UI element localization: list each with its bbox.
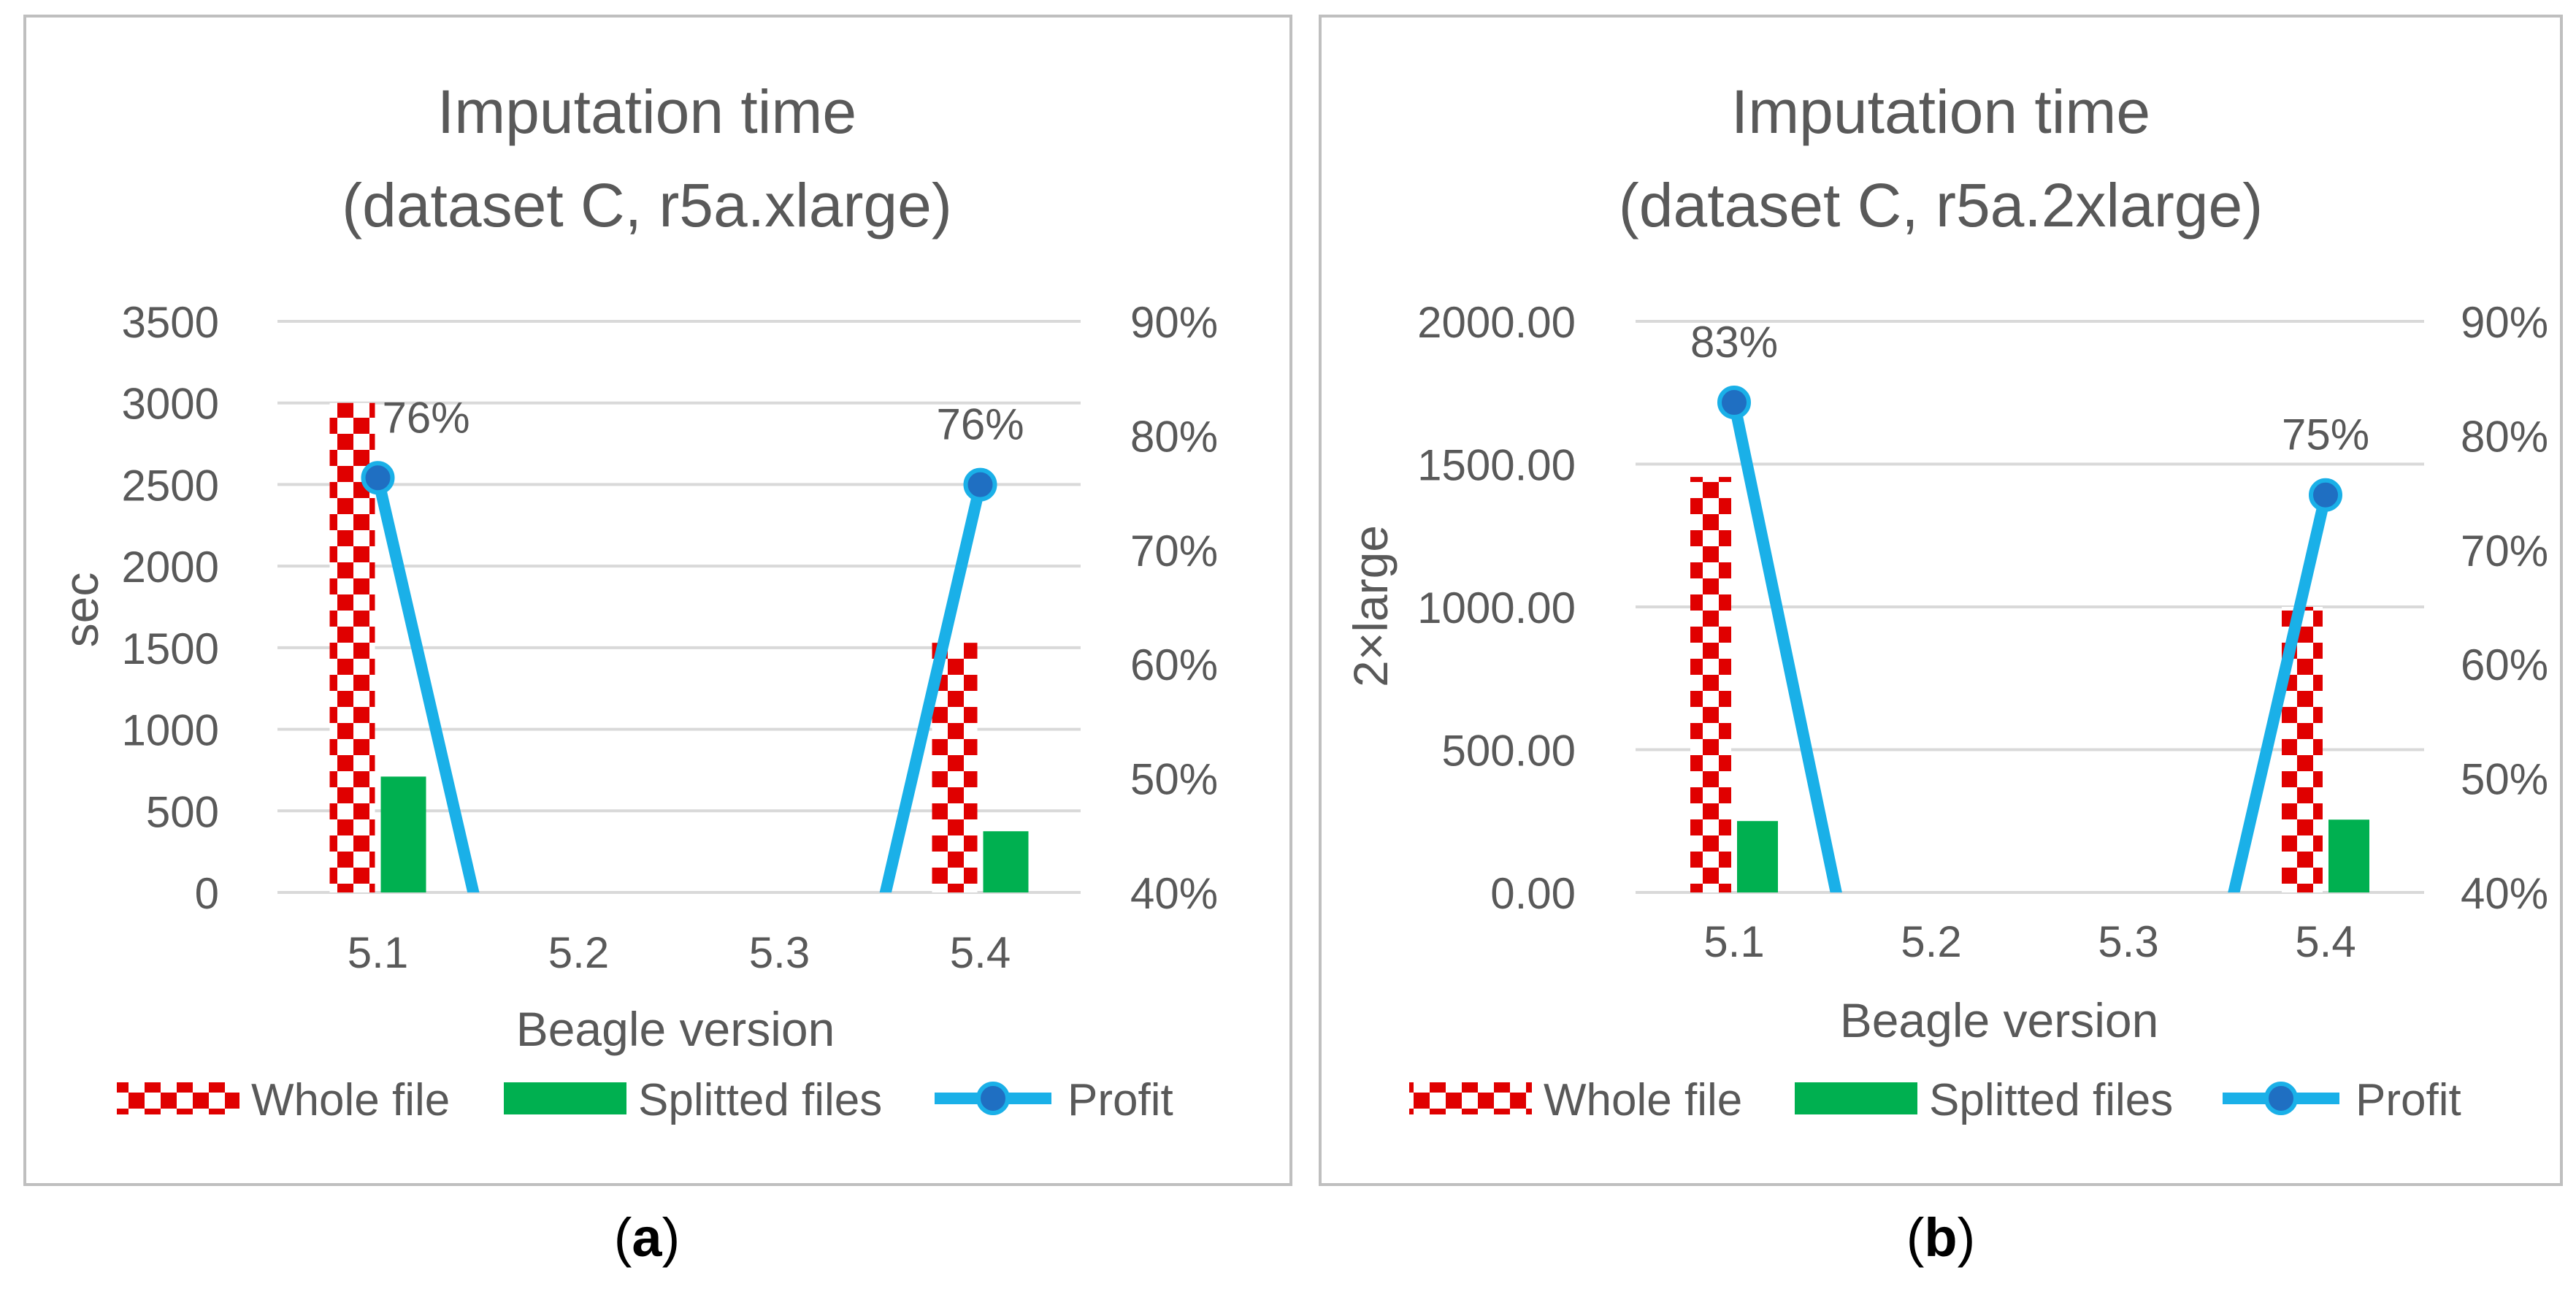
x-axis-ticks: 5.1 5.2 5.3 5.4 (1703, 917, 2355, 966)
legend-label-profit: Profit (2355, 1075, 2461, 1125)
chart-title-line1: Imputation time (1731, 77, 2150, 146)
profit-point (2309, 478, 2342, 512)
profit-data-label: 83% (1690, 318, 1778, 367)
y-tick-label: 1000.00 (1417, 584, 1576, 632)
bar-splitted-files (380, 776, 426, 892)
legend-label-whole-file: Whole file (251, 1075, 450, 1125)
y-tick-label: 0.00 (1490, 869, 1576, 918)
y2-tick-label: 60% (2461, 640, 2548, 689)
profit-point (963, 467, 997, 502)
legend-item-splitted-files: Splitted files (1795, 1075, 2173, 1125)
legend-swatch-profit-marker (2264, 1082, 2298, 1115)
x-axis-ticks: 5.1 5.2 5.3 5.4 (348, 928, 1011, 977)
y2-tick-label: 70% (1130, 527, 1218, 575)
profit-data-label: 75% (2282, 410, 2369, 459)
legend-item-profit: Profit (2223, 1075, 2461, 1125)
legend-label-splitted-files: Splitted files (638, 1075, 882, 1125)
panel-letter-b: b (1924, 1207, 1957, 1268)
x-tick-label: 5.2 (1901, 917, 1961, 966)
x-tick-label: 5.1 (348, 928, 408, 977)
legend-item-splitted-files: Splitted files (504, 1075, 882, 1125)
x-axis-label: Beagle version (1840, 993, 2159, 1047)
y2-tick-label: 40% (1130, 869, 1218, 918)
y2-tick-label: 50% (2461, 755, 2548, 804)
y-tick-label: 2000.00 (1417, 298, 1576, 347)
bars (1690, 477, 2369, 892)
y2-tick-label: 90% (1130, 298, 1218, 347)
chart-panel-b: Imputation time (dataset C, r5a.2xlarge)… (1319, 15, 2563, 1268)
x-tick-label: 5.3 (2098, 917, 2158, 966)
bar-splitted-files (1737, 821, 1778, 892)
panel-label-b: (b) (1906, 1207, 1976, 1268)
panel-label-a: (a) (614, 1207, 680, 1268)
y-tick-label: 1500.00 (1417, 441, 1576, 490)
y2-tick-label: 80% (1130, 412, 1218, 461)
y2-axis-ticks: 40% 50% 60% 70% 80% 90% (1130, 298, 1218, 918)
x-tick-label: 5.4 (2295, 917, 2355, 966)
x-tick-label: 5.4 (950, 928, 1011, 977)
y-tick-label: 0 (195, 869, 219, 918)
y-tick-label: 500 (146, 787, 219, 836)
y-tick-label: 3000 (122, 380, 219, 429)
y-tick-label: 2500 (122, 461, 219, 510)
y-tick-label: 1500 (122, 624, 219, 673)
legend: Whole file Splitted files Profit (1409, 1075, 2461, 1125)
profit-markers: 76% 76% (361, 393, 1024, 502)
x-tick-label: 5.3 (749, 928, 810, 977)
profit-point (1717, 386, 1751, 420)
y-axis-label: 2×large (1343, 525, 1398, 687)
legend: Whole file Splitted files Profit (117, 1075, 1173, 1125)
y-axis-ticks: 0 500 1000 1500 2000 2500 3000 3500 (122, 298, 219, 918)
profit-data-label: 76% (382, 393, 469, 442)
legend-swatch-whole-file (117, 1082, 239, 1114)
y-tick-label: 1000 (122, 706, 219, 755)
chart-title-line2: (dataset C, r5a.2xlarge) (1619, 171, 2263, 240)
panel-letter-a: a (632, 1207, 662, 1268)
legend-swatch-splitted-files (1795, 1082, 1917, 1114)
chart-panel-a: Imputation time (dataset C, r5a.xlarge) … (23, 15, 1292, 1268)
legend-item-whole-file: Whole file (117, 1075, 450, 1125)
y-tick-label: 2000 (122, 543, 219, 592)
y2-tick-label: 90% (2461, 298, 2548, 347)
profit-data-label: 76% (936, 400, 1024, 449)
profit-line (1728, 401, 2331, 892)
bar-splitted-files (2328, 819, 2369, 892)
bar-splitted-files (983, 831, 1029, 892)
legend-swatch-whole-file (1409, 1082, 1532, 1114)
y-tick-label: 500.00 (1441, 727, 1576, 776)
legend-swatch-profit-marker (976, 1082, 1010, 1115)
chart-frame-a (23, 15, 1292, 1186)
y2-tick-label: 70% (2461, 527, 2548, 575)
profit-series-line (1728, 401, 2331, 892)
bar-whole-file (1690, 477, 1731, 892)
profit-point (361, 461, 395, 495)
y-tick-label: 3500 (122, 298, 219, 347)
y2-axis-ticks: 40% 50% 60% 70% 80% 90% (2461, 298, 2548, 918)
y2-tick-label: 60% (1130, 640, 1218, 689)
legend-label-whole-file: Whole file (1544, 1075, 1742, 1125)
y-axis-ticks: 0.00 500.00 1000.00 1500.00 2000.00 (1417, 298, 1576, 918)
y2-tick-label: 50% (1130, 755, 1218, 804)
y2-tick-label: 40% (2461, 869, 2548, 918)
x-tick-label: 5.2 (548, 928, 609, 977)
legend-label-profit: Profit (1067, 1075, 1173, 1125)
legend-swatch-splitted-files (504, 1082, 626, 1114)
chart-title-line1: Imputation time (437, 77, 856, 146)
y2-tick-label: 80% (2461, 412, 2548, 461)
legend-label-splitted-files: Splitted files (1929, 1075, 2173, 1125)
chart-title-line2: (dataset C, r5a.xlarge) (342, 171, 952, 240)
x-tick-label: 5.1 (1703, 917, 1764, 966)
legend-item-profit: Profit (935, 1075, 1173, 1125)
x-axis-label: Beagle version (516, 1002, 835, 1056)
legend-item-whole-file: Whole file (1409, 1075, 1742, 1125)
profit-markers: 83% 75% (1690, 318, 2369, 512)
y-axis-label: sec (54, 573, 108, 648)
chart-frame-b (1319, 15, 2563, 1186)
